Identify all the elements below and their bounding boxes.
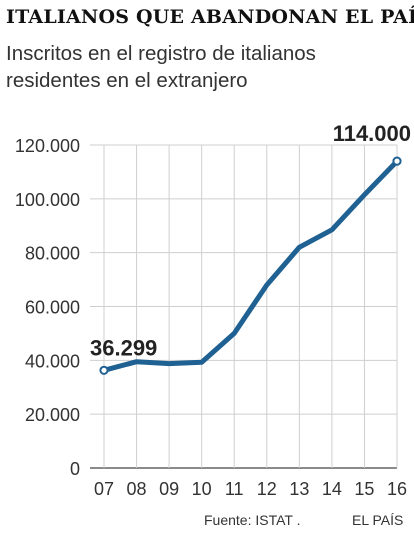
chart-subtitle: Inscritos en el registro de italianos re… bbox=[6, 42, 316, 92]
chart-title: ITALIANOS QUE ABANDONAN EL PAÍS bbox=[6, 6, 414, 28]
y-tick-label: 40.000 bbox=[25, 351, 80, 371]
x-tick-label: 10 bbox=[192, 479, 212, 499]
publisher-brand: EL PAÍS bbox=[352, 512, 404, 528]
y-tick-label: 80.000 bbox=[25, 244, 80, 264]
x-axis-tick-labels: 07 08 09 10 11 12 13 14 15 16 bbox=[94, 479, 407, 499]
endpoint-markers bbox=[99, 156, 402, 375]
grid-lines bbox=[90, 144, 398, 469]
x-tick-label: 12 bbox=[257, 479, 277, 499]
y-tick-label: 120.000 bbox=[15, 136, 80, 156]
start-value-label: 36.299 bbox=[90, 335, 157, 360]
y-axis-tick-labels: 0 20.000 40.000 60.000 80.000 100.000 120.000 bbox=[15, 136, 80, 479]
x-tick-label: 15 bbox=[354, 479, 374, 499]
x-tick-label: 16 bbox=[387, 479, 407, 499]
y-tick-label: 60.000 bbox=[25, 298, 80, 318]
data-point-marker bbox=[99, 365, 109, 375]
line-chart: 020.00040.00060.00080.000100.000120.000 … bbox=[15, 121, 411, 499]
y-tick-label: 0 bbox=[70, 459, 80, 479]
data-point-marker bbox=[392, 156, 402, 166]
series-line bbox=[101, 158, 400, 373]
x-tick-label: 11 bbox=[225, 479, 244, 499]
x-tick-label: 14 bbox=[322, 479, 342, 499]
y-tick-label: 100.000 bbox=[15, 190, 80, 210]
x-tick-label: 13 bbox=[289, 479, 309, 499]
x-tick-label: 08 bbox=[127, 479, 147, 499]
end-value-label: 114.000 bbox=[333, 121, 411, 146]
source-note: Fuente: ISTAT . bbox=[204, 512, 301, 528]
x-tick-label: 09 bbox=[159, 479, 179, 499]
x-tick-label: 07 bbox=[94, 479, 114, 499]
y-tick-label: 20.000 bbox=[25, 405, 80, 425]
